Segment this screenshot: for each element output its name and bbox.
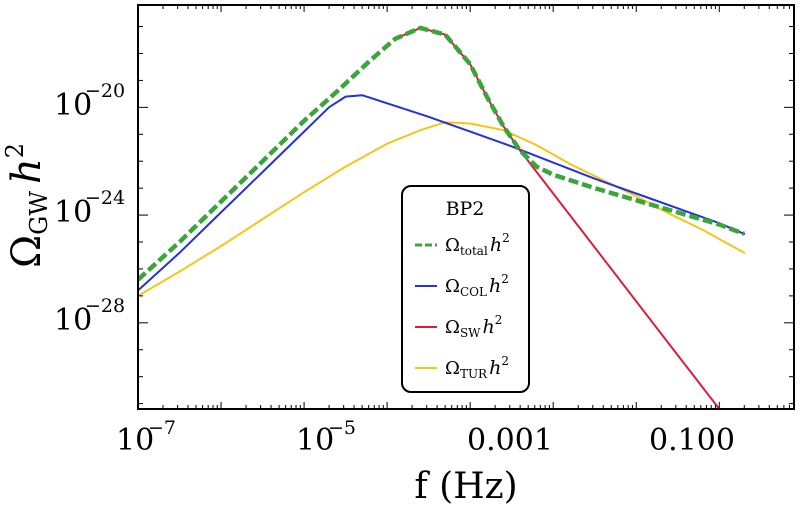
legend-entry-sw: ΩSW h2: [415, 313, 502, 340]
y-tick-label: 10 −24: [54, 187, 125, 230]
y-tick-label: 10 −20: [54, 80, 125, 123]
x-tick-label: 0.100: [649, 423, 735, 458]
series-sw-line: [394, 26, 721, 409]
legend-label: Ωtotal h2: [445, 231, 510, 258]
legend-label: ΩSW h2: [445, 313, 502, 340]
y-tick-main: 10: [54, 195, 92, 230]
y-tick-sup: −28: [85, 295, 125, 317]
y-tick-label: 10 −28: [54, 295, 125, 338]
ticks-group: [137, 5, 794, 409]
legend-box: [401, 185, 530, 393]
series-total-line: [138, 25, 745, 282]
legend: BP2 Ωtotal h2 ΩCOL h2 ΩSW h2 ΩTUR h2: [401, 185, 530, 393]
x-axis-title: f (Hz): [414, 466, 517, 507]
series-tur-line: [138, 121, 746, 297]
legend-entry-total: Ωtotal h2: [415, 231, 510, 258]
series-col-line: [138, 94, 746, 292]
y-axis-title-var: h: [4, 158, 50, 184]
y-axis-title-sub: GW: [25, 191, 53, 235]
legend-label: ΩCOL h2: [445, 272, 509, 299]
x-tick-sup: −5: [328, 417, 356, 439]
x-tick-label: 0.001: [467, 423, 553, 458]
legend-label: ΩTUR h2: [445, 354, 509, 381]
x-tick-main: 10: [116, 423, 154, 458]
legend-entry-tur: ΩTUR h2: [415, 354, 509, 381]
y-tick-sup: −20: [85, 80, 125, 102]
legend-title: BP2: [446, 198, 485, 220]
series-group: [138, 25, 746, 409]
legend-entry-col: ΩCOL h2: [415, 272, 509, 299]
y-axis-title-main: Ω: [4, 235, 50, 268]
y-tick-main: 10: [54, 303, 92, 338]
y-tick-main: 10: [54, 88, 92, 123]
x-tick-main: 10: [296, 423, 334, 458]
y-axis-title: ΩGW h2: [1, 143, 53, 268]
x-tick-label: 10 −7: [116, 417, 176, 458]
y-tick-sup: −24: [85, 187, 125, 209]
y-axis-title-sup: 2: [1, 143, 29, 158]
x-tick-label: 10 −5: [296, 417, 356, 458]
x-tick-sup: −7: [148, 417, 176, 439]
